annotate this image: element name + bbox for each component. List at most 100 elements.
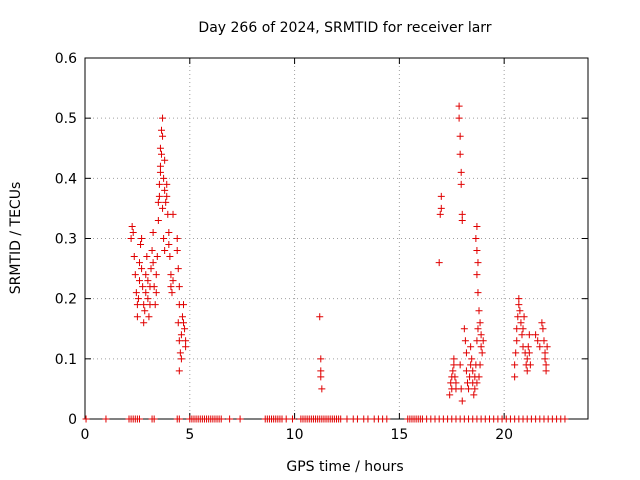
data-point: [538, 319, 546, 327]
data-point: [169, 277, 177, 285]
data-point: [515, 295, 523, 303]
data-point: [102, 415, 110, 423]
data-point: [468, 355, 476, 363]
y-tick-label: 0.2: [55, 292, 77, 308]
data-point: [167, 283, 175, 291]
data-point: [475, 307, 483, 315]
data-point: [465, 385, 473, 393]
x-tick-label: 20: [495, 427, 513, 443]
data-point: [132, 289, 140, 297]
data-point: [173, 235, 181, 242]
data-point: [161, 186, 169, 194]
data-point: [525, 349, 533, 357]
data-point: [159, 204, 167, 212]
data-point: [144, 295, 152, 303]
data-point: [138, 265, 146, 273]
data-point: [133, 301, 141, 309]
y-tick-label: 0: [68, 412, 77, 428]
data-point: [161, 247, 169, 255]
data-point: [160, 235, 168, 242]
x-tick-label: 10: [286, 427, 304, 443]
data-point: [473, 247, 481, 255]
data-point: [458, 216, 466, 224]
data-point: [154, 216, 162, 224]
data-point: [159, 114, 167, 122]
data-point: [364, 415, 372, 423]
data-point: [450, 355, 458, 363]
y-axis-label: SRMTID / TECUs: [8, 182, 24, 295]
data-point: [473, 271, 481, 279]
data-point: [473, 379, 481, 387]
data-point: [180, 301, 188, 309]
data-point: [456, 132, 464, 140]
data-point: [134, 295, 142, 303]
data-point: [469, 367, 477, 375]
data-point: [140, 301, 148, 309]
data-point: [478, 349, 486, 357]
data-point: [455, 102, 463, 110]
axis-ticks: 0 5 10 15 20 0 0.1 0.2 0.3 0.4 0.5 0.6: [55, 51, 588, 443]
x-axis-label: GPS time / hours: [286, 459, 403, 475]
data-point: [138, 235, 146, 242]
data-point: [461, 337, 469, 345]
data-point: [177, 331, 185, 339]
data-point: [135, 277, 143, 285]
data-point: [177, 355, 185, 363]
data-point: [449, 367, 457, 375]
data-point: [541, 355, 549, 363]
data-point: [153, 253, 161, 261]
data-point: [476, 361, 484, 369]
data-point: [127, 235, 135, 242]
y-tick-label: 0.1: [55, 352, 77, 368]
data-point: [149, 259, 157, 267]
data-point: [462, 367, 470, 375]
data-point: [476, 319, 484, 327]
data-point: [150, 415, 158, 423]
data-point: [471, 385, 479, 393]
data-point: [455, 114, 463, 122]
data-point: [152, 289, 160, 297]
data-point: [456, 150, 464, 158]
y-tick-label: 0.4: [55, 171, 77, 187]
data-point: [133, 313, 141, 321]
data-point: [534, 337, 542, 345]
data-point: [475, 373, 483, 381]
data-point: [182, 337, 190, 345]
data-point: [174, 265, 182, 273]
data-point: [525, 331, 533, 339]
data-point: [142, 271, 150, 279]
data-point: [540, 337, 548, 345]
data-point: [159, 132, 167, 140]
data-point: [129, 228, 137, 236]
data-point: [140, 319, 148, 327]
data-point: [168, 289, 176, 297]
data-point: [511, 361, 519, 369]
data-point: [470, 391, 478, 399]
data-point: [175, 367, 183, 375]
data-point: [157, 150, 165, 158]
data-point: [518, 331, 526, 339]
x-tick-label: 0: [81, 427, 90, 443]
data-point: [473, 337, 481, 345]
data-point: [456, 361, 464, 369]
data-point: [524, 343, 532, 351]
data-point: [457, 180, 465, 188]
data-point: [149, 228, 157, 236]
data-point: [163, 192, 171, 200]
data-point: [513, 337, 521, 345]
data-point: [162, 198, 170, 206]
x-tick-label: 5: [185, 427, 194, 443]
data-point: [148, 247, 156, 255]
data-point: [437, 192, 445, 200]
data-point: [141, 307, 149, 315]
data-point: [477, 343, 485, 351]
data-point: [477, 331, 485, 339]
data-point: [139, 283, 147, 291]
data-point: [474, 325, 482, 333]
y-tick-label: 0.6: [55, 51, 77, 67]
data-point: [542, 361, 550, 369]
data-point: [131, 271, 139, 279]
data-point: [317, 373, 325, 381]
data-point: [144, 277, 152, 285]
data-point: [182, 343, 190, 351]
